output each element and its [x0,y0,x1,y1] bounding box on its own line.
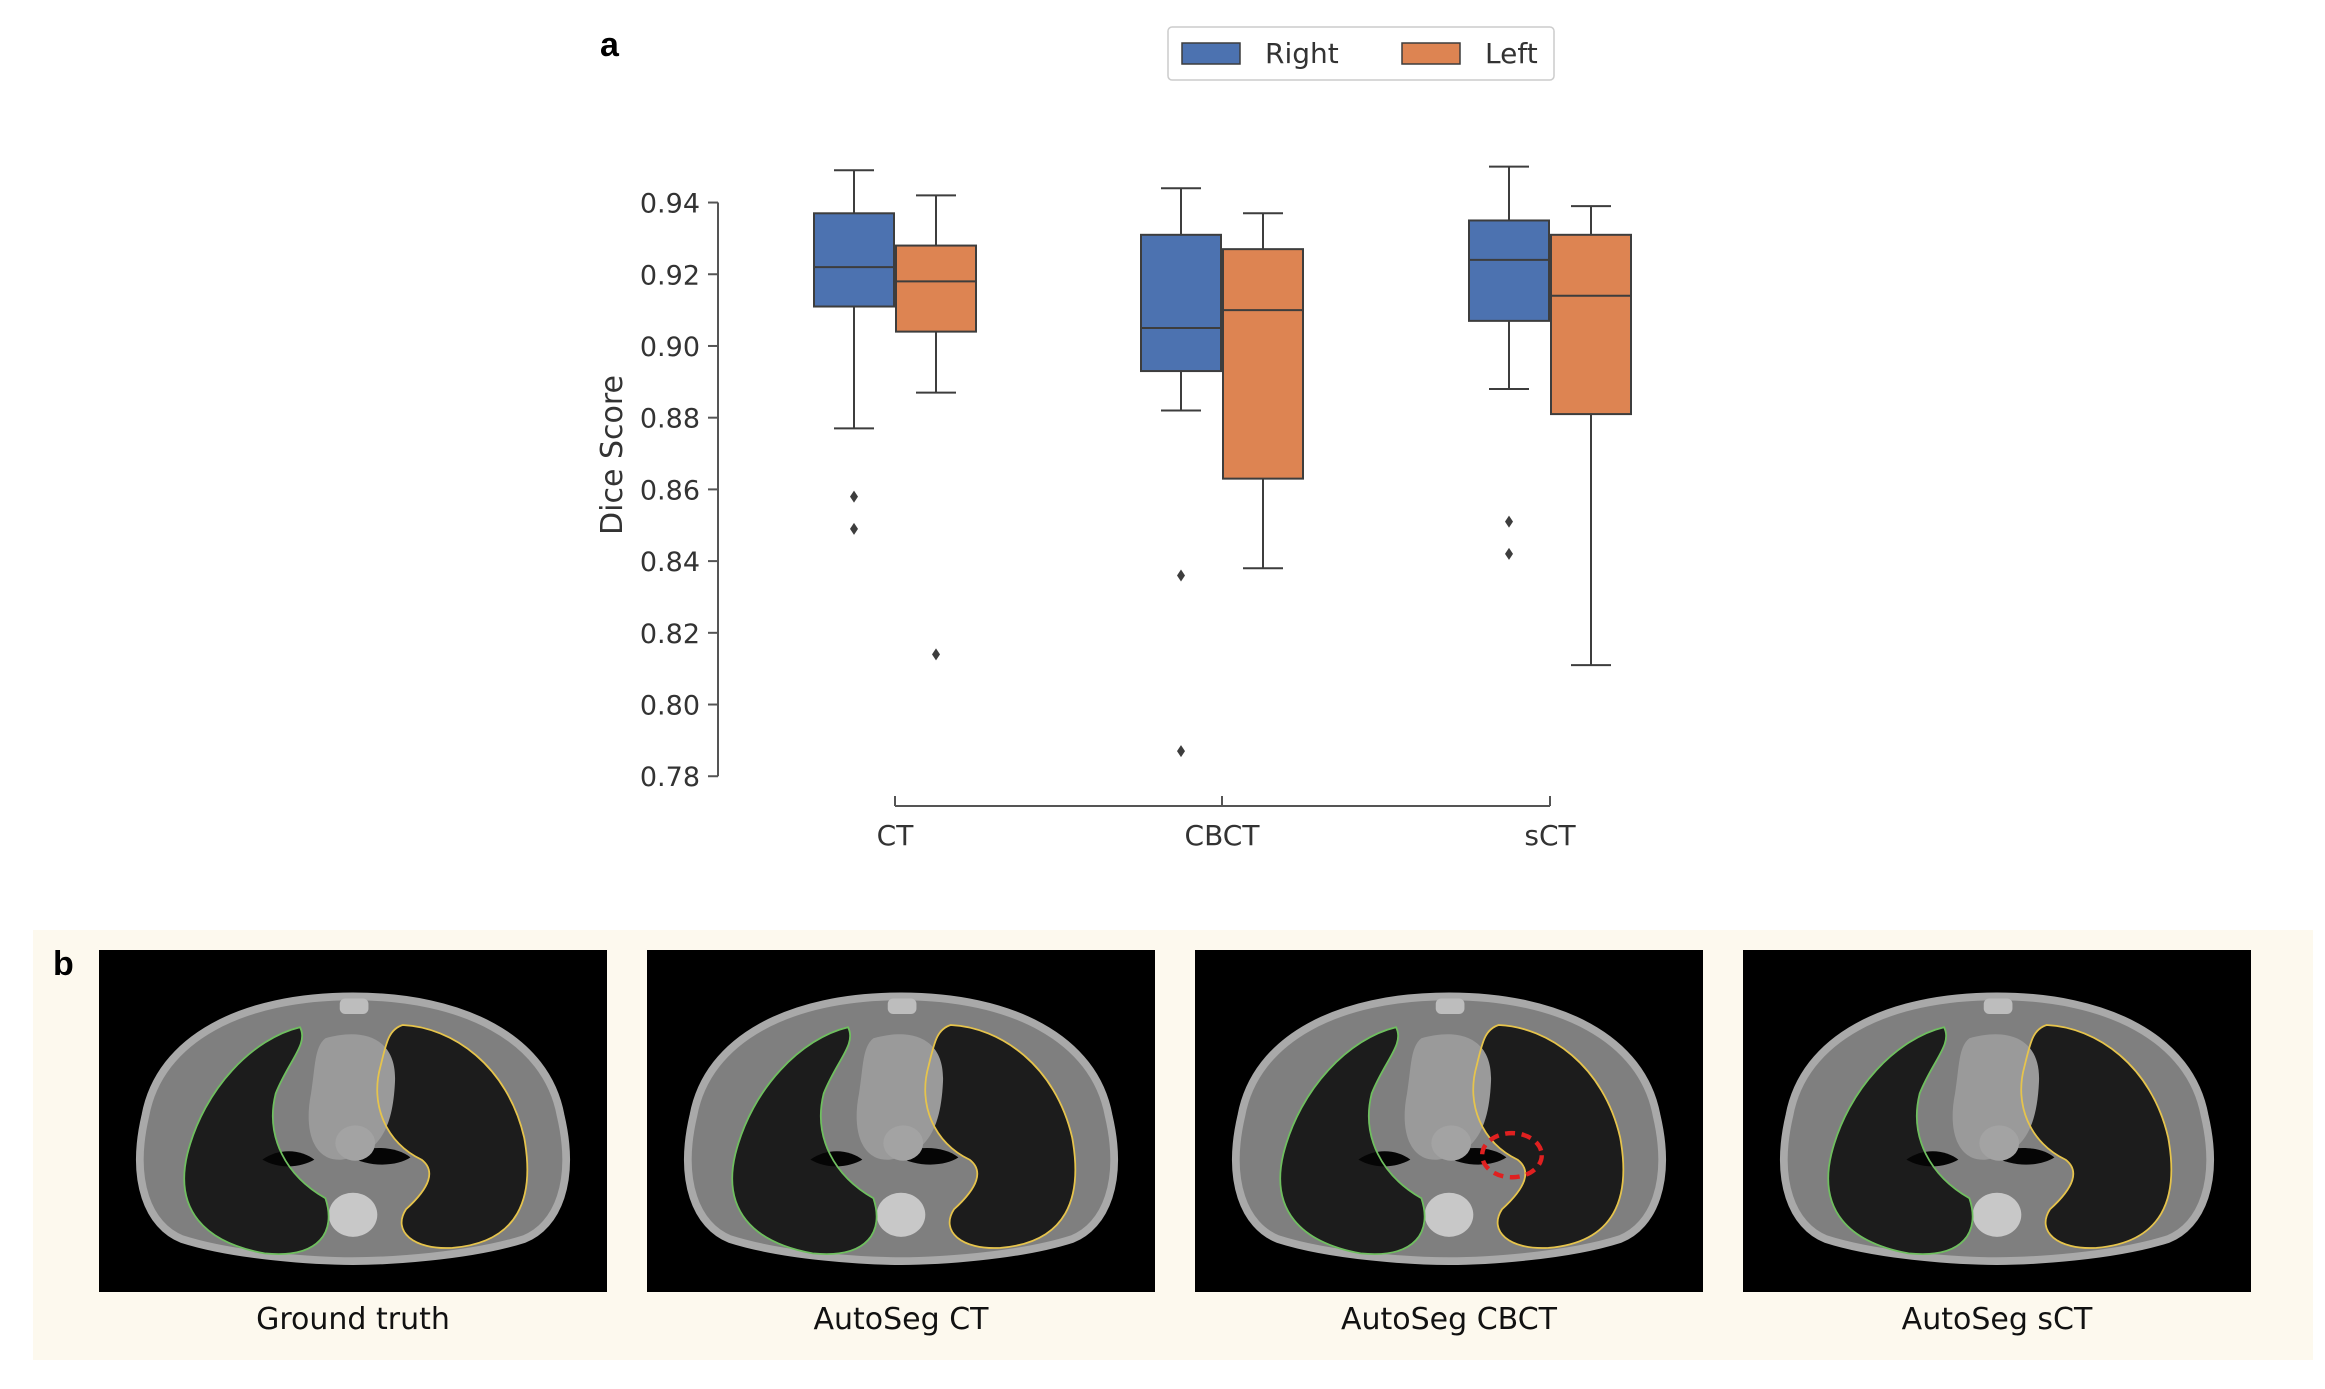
scan-caption-2: AutoSeg CBCT [1340,1302,1557,1337]
box-left-cbct [1222,212,1304,570]
sternum [1983,998,2013,1014]
spine [1972,1192,2022,1237]
y-tick-label: 0.78 [640,762,700,793]
airway-right [1358,1151,1411,1167]
outlier-point [1177,745,1185,758]
y-tick-label: 0.80 [640,691,700,722]
dice-boxplot-chart: 0.78 0.80 0.82 0.84 0.86 0.88 0.90 0.92 0.94 Dice… [595,26,1632,852]
y-axis-label: Dice Score [595,375,630,535]
right-lung [1828,1027,1973,1255]
x-tick-label-sct: sCT [1524,819,1576,852]
outlier-point [1505,515,1513,528]
box-right-cbct [1140,187,1222,758]
aorta [1979,1125,2020,1161]
iqr-box [1140,233,1222,373]
y-tick-label: 0.94 [640,189,700,220]
scan-caption-1: AutoSeg CT [813,1302,989,1337]
iqr-box [813,212,895,308]
heart-mediastinum [1404,1034,1492,1160]
right-lung-contour [1279,1026,1426,1255]
left-lung-contour [376,1024,529,1249]
right-lung-contour [1827,1026,1974,1255]
iqr-box [895,244,977,333]
outlier-point [1177,569,1185,582]
box-right-sct [1468,165,1550,560]
ct-scan-svg [1743,950,2251,1292]
heart-mediastinum [308,1034,396,1160]
y-tick-label: 0.82 [640,619,700,650]
iqr-box [1222,248,1304,480]
left-lung [2021,1025,2172,1249]
legend-swatch-left [1401,42,1461,65]
right-lung [1280,1027,1425,1255]
right-lung [184,1027,329,1255]
legend-label-left: Left [1485,37,1538,70]
left-lung [377,1025,528,1249]
y-tick-label: 0.86 [640,475,700,506]
left-lung-contour [924,1024,1077,1249]
ct-scan-image-1 [647,950,1155,1292]
scan-comparison-panel: b Ground truth AutoSeg CT AutoSeg CBCT [33,930,2313,1360]
legend-frame [1167,26,1555,81]
ct-scan-svg [1195,950,1703,1292]
left-lung-contour [2020,1024,2173,1249]
legend-label-right: Right [1265,37,1339,70]
left-lung [1473,1025,1624,1249]
airway-right [1906,1151,1959,1167]
box-left-ct [895,194,977,661]
spine [328,1192,378,1237]
iqr-box [1468,219,1550,322]
y-tick-label: 0.88 [640,404,700,435]
panel-a-label: a [600,26,619,64]
y-tick-label: 0.90 [640,332,700,363]
ct-scan-image-3 [1743,950,2251,1292]
sternum [339,998,369,1014]
outlier-point [932,648,940,661]
outlier-point [850,522,858,535]
right-lung-contour [731,1026,878,1255]
scan-caption-0: Ground truth [256,1302,450,1337]
ct-scan-svg [647,950,1155,1292]
y-tick-label: 0.84 [640,547,700,578]
box-right-ct [813,169,895,535]
outlier-point [850,490,858,503]
sternum [887,998,917,1014]
right-lung [732,1027,877,1255]
panel-b-label: b [53,945,74,983]
x-tick-label-cbct: CBCT [1185,819,1261,852]
ct-scan-svg [99,950,607,1292]
box-left-sct [1550,205,1632,667]
x-tick-label-ct: CT [877,819,915,852]
left-lung-contour [1472,1024,1625,1249]
aorta [1431,1125,1472,1161]
outlier-point [1505,547,1513,560]
airway-right [262,1151,315,1167]
airway-right [810,1151,863,1167]
scan-caption-3: AutoSeg sCT [1901,1302,2093,1337]
spine [876,1192,926,1237]
ct-scan-image-2 [1195,950,1703,1292]
ct-scan-image-0 [99,950,607,1292]
legend-swatch-right [1181,42,1241,65]
heart-mediastinum [856,1034,944,1160]
aorta [335,1125,376,1161]
iqr-box [1550,233,1632,416]
y-tick-label: 0.92 [640,260,700,291]
spine [1424,1192,1474,1237]
left-lung [925,1025,1076,1249]
aorta [883,1125,924,1161]
right-lung-contour [183,1026,330,1255]
heart-mediastinum [1952,1034,2040,1160]
sternum [1435,998,1465,1014]
legend: Right Left [1167,26,1555,81]
